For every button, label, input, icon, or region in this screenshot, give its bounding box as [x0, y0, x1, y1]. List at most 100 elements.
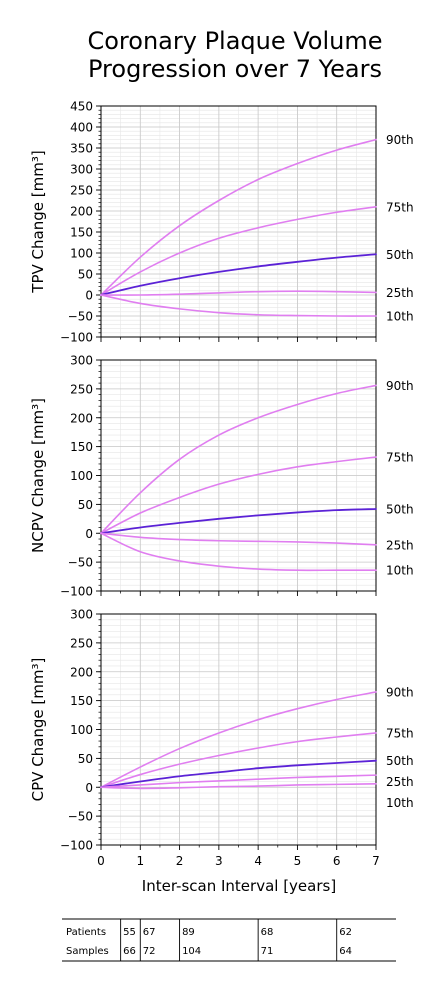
x-tick-label: 1: [136, 854, 144, 868]
series-label-25th: 25th: [386, 286, 414, 300]
y-tick-label: 50: [78, 498, 93, 512]
series-label-75th: 75th: [386, 726, 414, 740]
y-tick-label: 200: [70, 205, 93, 219]
series-label-90th: 90th: [386, 685, 414, 699]
y-tick-label: −50: [68, 810, 93, 824]
y-tick-label: 300: [70, 608, 93, 622]
y-tick-label: 150: [70, 440, 93, 454]
series-label-10th: 10th: [386, 564, 414, 578]
y-tick-label: 100: [70, 247, 93, 261]
table-cell: 55: [123, 927, 136, 938]
y-tick-label: −100: [60, 585, 93, 599]
y-tick-label: −100: [60, 331, 93, 345]
y-tick-label: 300: [70, 354, 93, 368]
y-tick-label: 100: [70, 469, 93, 483]
x-axis: [100, 591, 377, 596]
y-tick-label: 250: [70, 184, 93, 198]
chart-title-line2: Progression over 7 Years: [88, 55, 382, 83]
y-axis: −100 −50 0 50 100 150 200 250 300: [60, 608, 101, 853]
x-tick-label: 4: [254, 854, 262, 868]
table-cell: 62: [339, 927, 352, 938]
series-line-25th: [100, 290, 377, 296]
y-tick-label: 0: [85, 289, 93, 303]
sample-table: Patients 55 67 89 68 62 Samples 66 72 104 71 64: [62, 918, 396, 962]
series-label-10th: 10th: [386, 796, 414, 810]
series-line-90th: [100, 691, 377, 789]
table-cell: 64: [339, 946, 352, 957]
y-axis-label: CPV Change [mm³]: [29, 658, 47, 802]
series-line-75th: [100, 206, 377, 296]
chart-title-line1: Coronary Plaque Volume: [87, 27, 382, 55]
table-cell: 68: [261, 927, 274, 938]
grid: [100, 613, 377, 846]
y-axis-label: TPV Change [mm³]: [29, 150, 47, 293]
y-tick-label: −50: [68, 310, 93, 324]
x-tick-label: 2: [176, 854, 184, 868]
series-label-50th: 50th: [386, 754, 414, 768]
y-tick-label: 250: [70, 382, 93, 396]
panel-3: −100 −50 0 50 100 150 200 250 300 0 1 2 3 4 5 6 7 CPV Cha…: [29, 608, 414, 869]
y-tick-label: 200: [70, 665, 93, 679]
series-label-25th: 25th: [386, 538, 414, 552]
y-tick-label: 150: [70, 226, 93, 240]
series-line-75th: [100, 732, 377, 789]
series-line-90th: [100, 138, 377, 296]
x-tick-label: 3: [215, 854, 223, 868]
series-line-50th: [100, 508, 377, 535]
y-tick-label: 250: [70, 636, 93, 650]
y-tick-label: 50: [78, 752, 93, 766]
y-axis-label: NCPV Change [mm³]: [29, 398, 47, 553]
x-axis: 0 1 2 3 4 5 6 7: [97, 845, 380, 868]
table-cell: 67: [143, 927, 156, 938]
table-cell: 89: [182, 927, 195, 938]
series-label-25th: 25th: [386, 775, 414, 789]
series: [100, 138, 377, 317]
panel-2: −100 −50 0 50 100 150 200 250 300 NCPV Change [mm…: [29, 354, 414, 599]
panel-1: −100 −50 0 50 100 150 200 250 300 350 400 450 TPV Ch…: [29, 100, 414, 345]
table-cell: 72: [143, 946, 156, 957]
y-tick-label: 150: [70, 694, 93, 708]
series-line-75th: [100, 456, 377, 535]
series-label-90th: 90th: [386, 133, 414, 147]
y-tick-label: 100: [70, 723, 93, 737]
y-tick-label: 300: [70, 163, 93, 177]
series-line-90th: [100, 384, 377, 535]
series-label-50th: 50th: [386, 248, 414, 262]
series-label-75th: 75th: [386, 451, 414, 465]
series: [100, 691, 377, 790]
series-line-25th: [100, 532, 377, 546]
y-tick-label: 200: [70, 411, 93, 425]
y-tick-label: 0: [85, 527, 93, 541]
series-label-75th: 75th: [386, 200, 414, 214]
series-line-50th: [100, 759, 377, 789]
x-tick-label: 0: [97, 854, 105, 868]
table-cell: 71: [261, 946, 274, 957]
y-tick-label: −50: [68, 556, 93, 570]
x-tick-label: 7: [372, 854, 380, 868]
series-line-10th: [100, 782, 377, 790]
series-label-90th: 90th: [386, 379, 414, 393]
table-row-label: Patients: [66, 927, 106, 938]
series-label-50th: 50th: [386, 502, 414, 516]
series-line-25th: [100, 774, 377, 789]
y-tick-label: 450: [70, 100, 93, 114]
x-tick-label: 5: [294, 854, 302, 868]
x-axis-label: Inter-scan Interval [years]: [142, 877, 336, 895]
y-tick-label: 350: [70, 142, 93, 156]
series-line-10th: [100, 294, 377, 317]
x-axis: [100, 337, 377, 342]
grid: [100, 105, 377, 338]
table-cell: 104: [182, 946, 201, 957]
series-line-10th: [100, 532, 377, 572]
y-tick-label: 400: [70, 121, 93, 135]
x-tick-label: 6: [333, 854, 341, 868]
y-tick-label: 0: [85, 781, 93, 795]
y-axis: −100 −50 0 50 100 150 200 250 300 350 400 450: [60, 100, 101, 345]
table-row-label: Samples: [66, 946, 109, 957]
y-tick-label: −100: [60, 839, 93, 853]
series-line-50th: [100, 253, 377, 296]
y-axis: −100 −50 0 50 100 150 200 250 300: [60, 354, 101, 599]
series: [100, 384, 377, 572]
